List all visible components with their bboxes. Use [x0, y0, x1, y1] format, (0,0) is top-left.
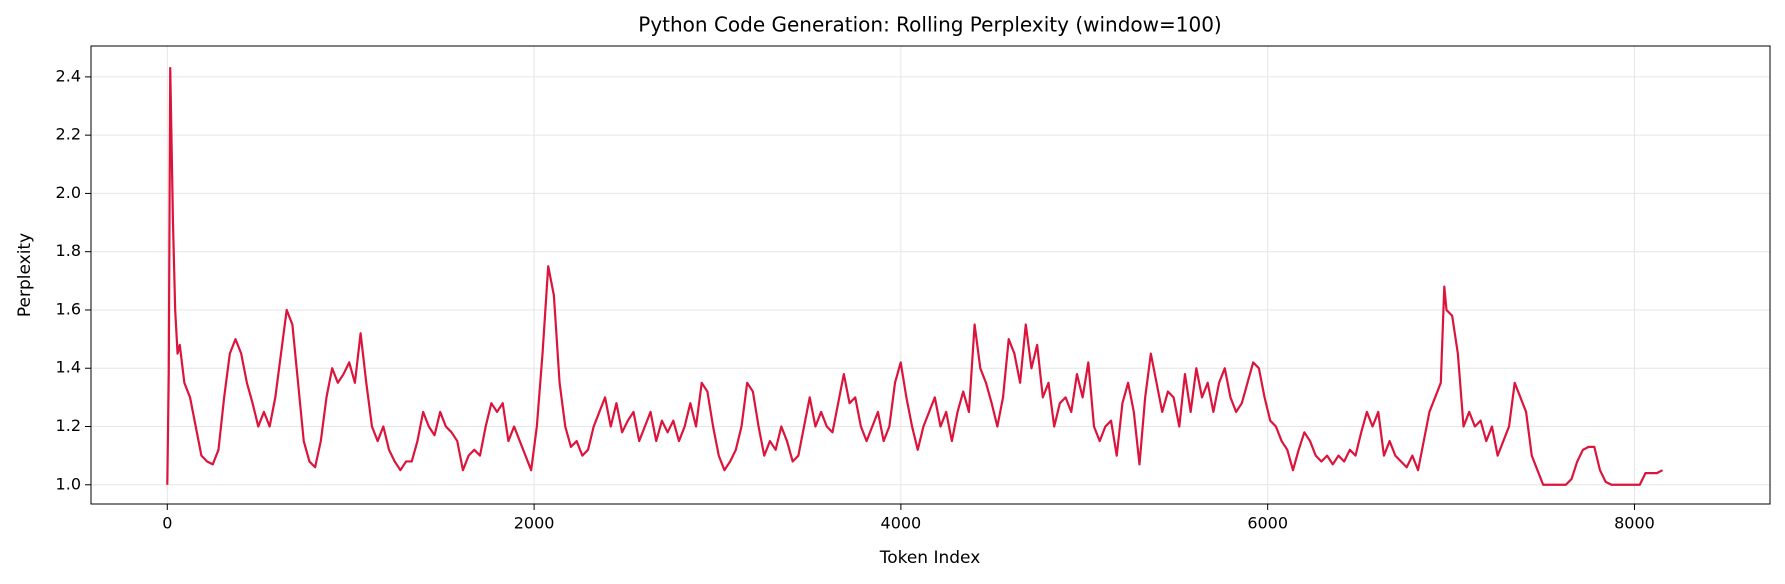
x-tick-label: 4000 — [881, 514, 922, 533]
y-tick-label: 2.0 — [56, 183, 81, 202]
y-tick-label: 2.4 — [56, 66, 81, 85]
y-tick-label: 1.4 — [56, 358, 81, 377]
y-tick-label: 1.2 — [56, 416, 81, 435]
y-tick-label: 1.8 — [56, 241, 81, 260]
x-tick-label: 2000 — [514, 514, 555, 533]
y-tick-label: 1.0 — [56, 474, 81, 493]
x-tick-label: 6000 — [1247, 514, 1288, 533]
perplexity-line — [166, 67, 1664, 486]
x-tick-label: 0 — [162, 514, 172, 533]
x-tick-label: 8000 — [1614, 514, 1655, 533]
y-axis-label: Perplexity — [15, 233, 35, 317]
plot-frame — [90, 45, 1771, 505]
chart-title: Python Code Generation: Rolling Perplexi… — [638, 13, 1221, 37]
y-tick-label: 2.2 — [56, 125, 81, 144]
x-axis-label: Token Index — [879, 548, 981, 568]
y-tick-label: 1.6 — [56, 299, 81, 318]
